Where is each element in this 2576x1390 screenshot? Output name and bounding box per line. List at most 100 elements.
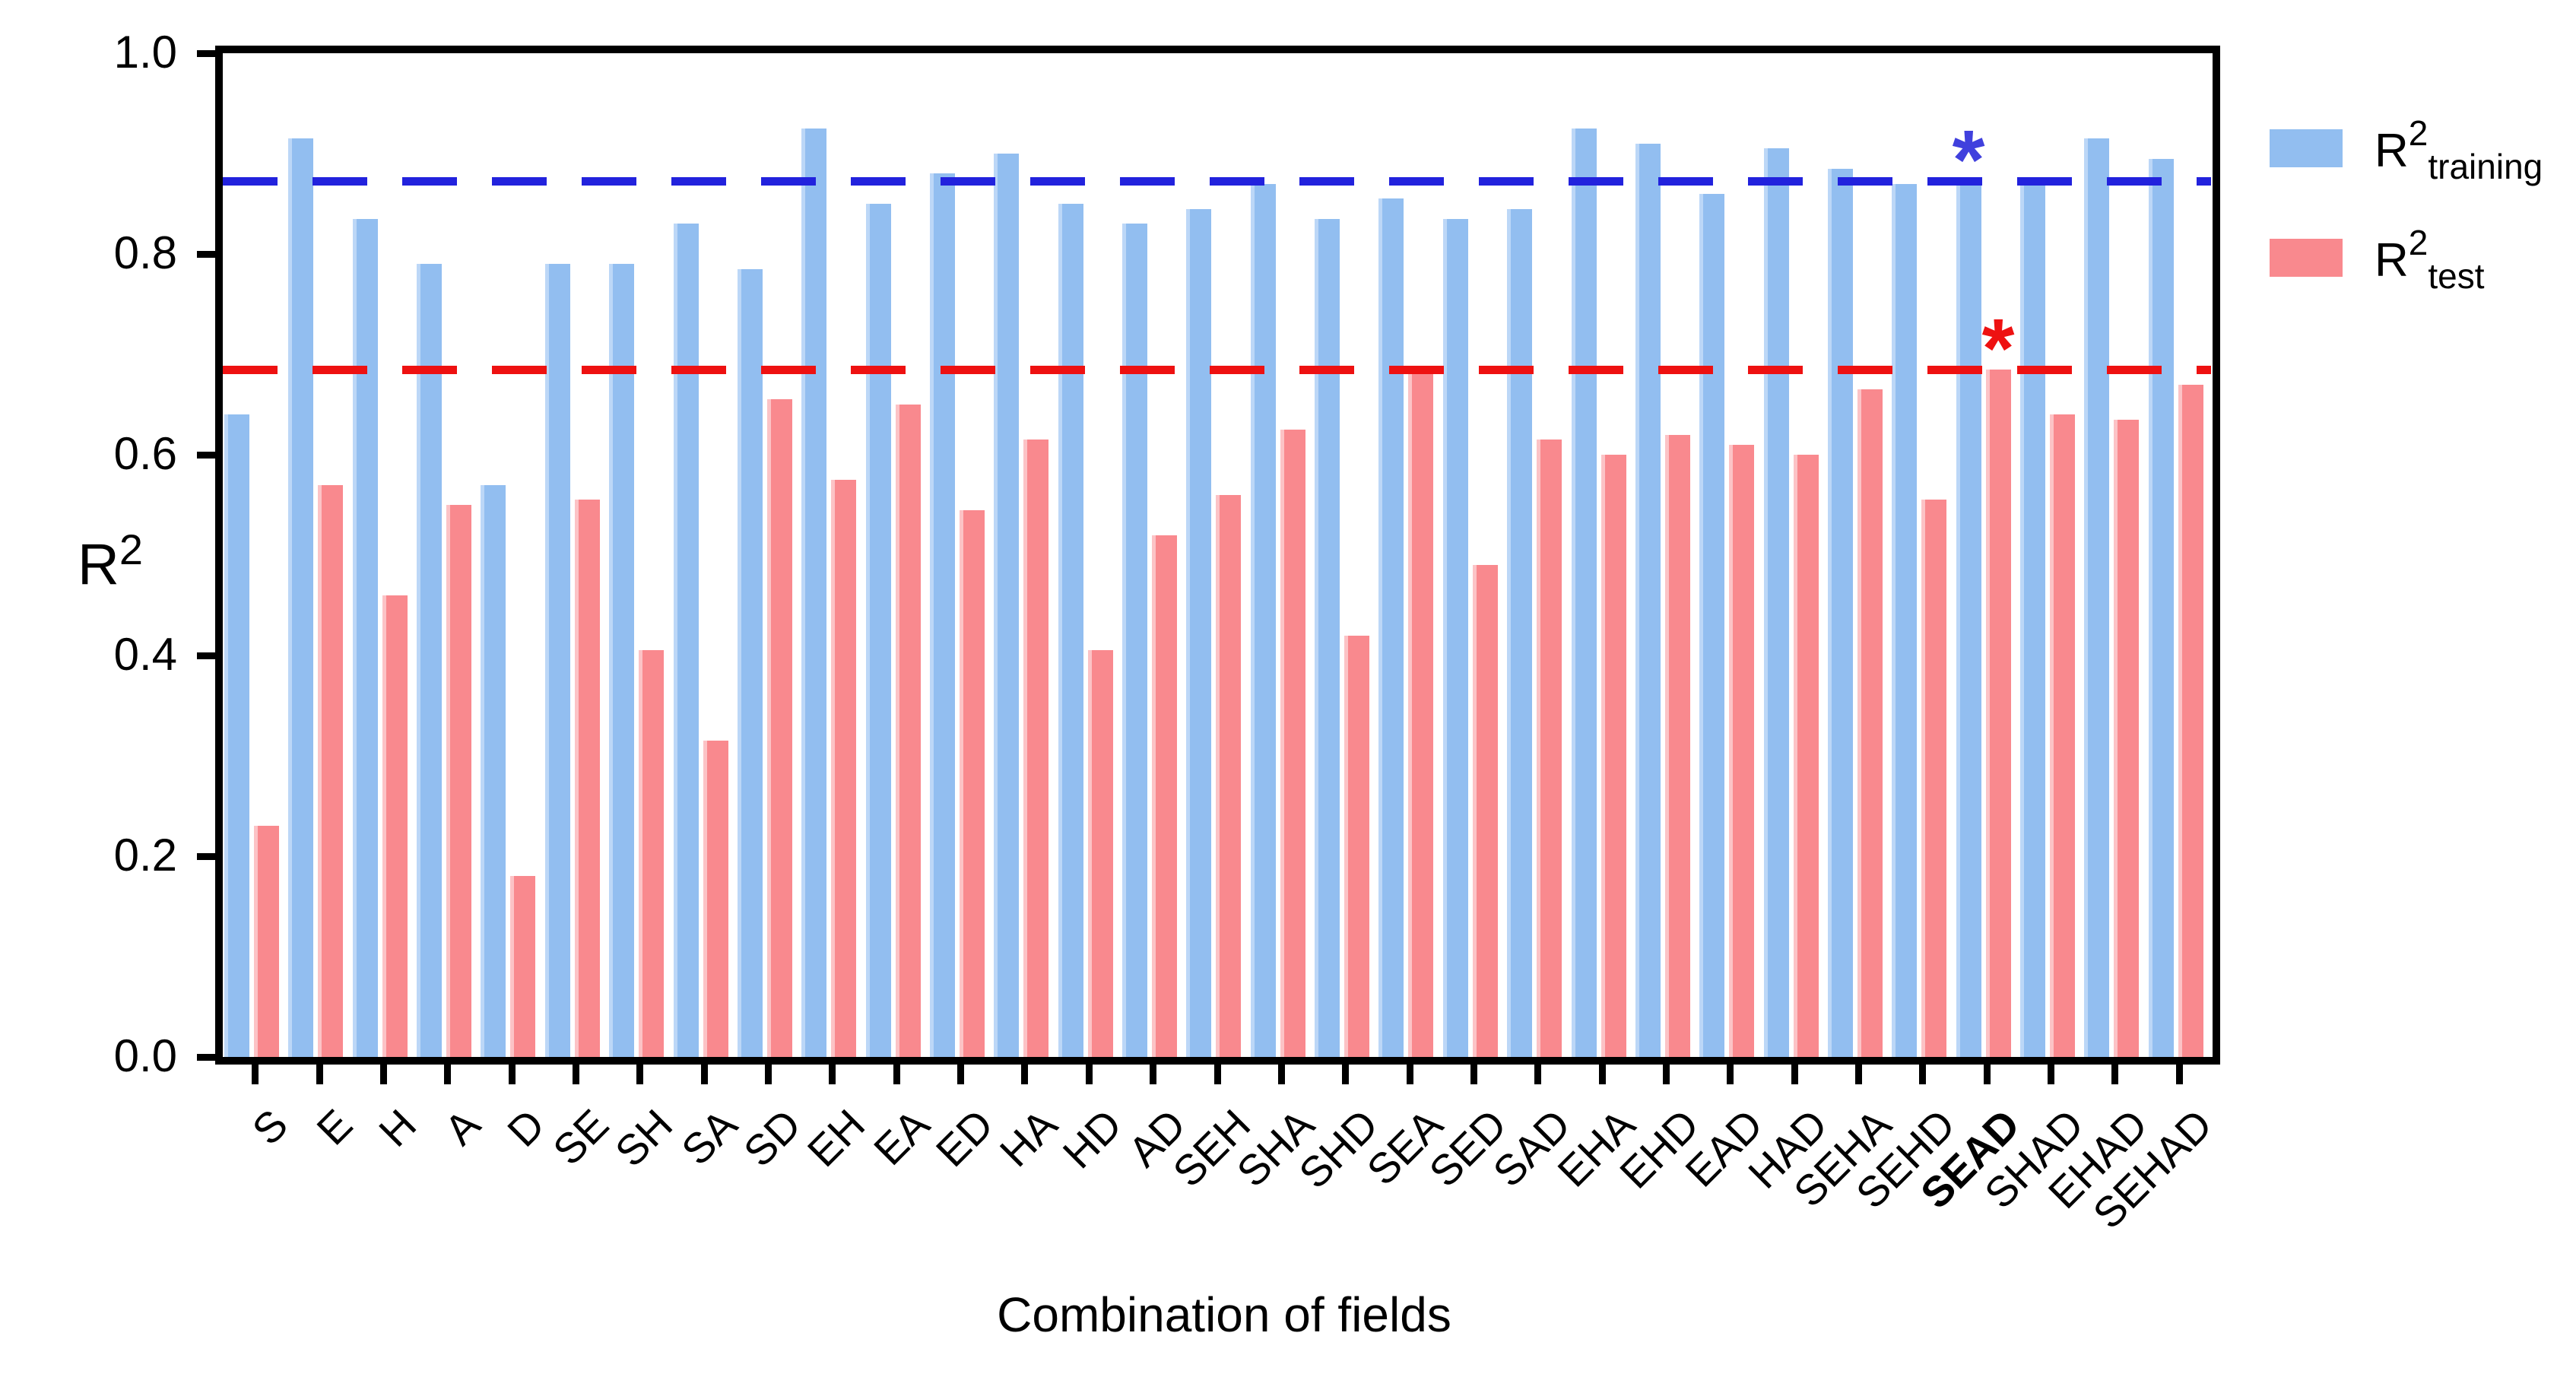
x-tick-HA — [1021, 1065, 1029, 1084]
bar-group-SHA — [1249, 53, 1313, 1057]
x-tick-SHD — [1342, 1065, 1350, 1084]
x-tick-SH — [636, 1065, 644, 1084]
legend-swatch-training — [2270, 129, 2343, 167]
y-tick-0.2 — [197, 853, 215, 860]
plot-frame — [215, 46, 2220, 1065]
legend-label-training: R2training — [2375, 113, 2543, 186]
bar-group-EHD — [1634, 53, 1698, 1057]
bar-training-A — [417, 264, 443, 1057]
bar-training-SEHD — [1892, 183, 1918, 1057]
legend-entry-test: R2test — [2270, 222, 2543, 297]
y-axis-title: R2 — [23, 525, 198, 598]
bar-group-HA — [992, 53, 1056, 1057]
bar-test-SEAD — [1985, 369, 2011, 1057]
bar-group-SE — [544, 53, 608, 1057]
bar-test-HA — [1023, 440, 1049, 1057]
bar-training-SH — [609, 264, 635, 1057]
x-tick-HD — [1085, 1065, 1093, 1084]
bar-training-HAD — [1763, 148, 1789, 1057]
bar-group-SEAD — [1955, 53, 2019, 1057]
bar-group-H — [351, 53, 415, 1057]
x-tick-EAD — [1727, 1065, 1734, 1084]
x-tick-EA — [893, 1065, 900, 1084]
x-tick-EHD — [1662, 1065, 1670, 1084]
bar-training-ED — [929, 173, 955, 1057]
bar-test-SHD — [1344, 635, 1370, 1057]
y-axis-title-sup: 2 — [119, 525, 144, 573]
bar-training-SEH — [1186, 208, 1212, 1057]
bar-test-H — [382, 595, 408, 1057]
x-tick-SA — [700, 1065, 708, 1084]
bar-test-E — [318, 484, 344, 1057]
x-tick-SHA — [1277, 1065, 1285, 1084]
significance-star-training: * — [1952, 113, 1985, 207]
bar-training-EHAD — [2084, 138, 2110, 1057]
bar-test-EHAD — [2114, 419, 2140, 1057]
y-tick-0.6 — [197, 452, 215, 459]
bar-test-A — [446, 505, 472, 1057]
bar-test-SHA — [1280, 430, 1305, 1057]
bar-test-HAD — [1793, 455, 1819, 1057]
bar-training-SEHAD — [2148, 158, 2174, 1057]
bar-training-AD — [1122, 224, 1148, 1057]
x-tick-A — [444, 1065, 452, 1084]
bar-training-S — [224, 414, 249, 1057]
bar-group-SED — [1442, 53, 1505, 1057]
bar-test-SH — [639, 650, 665, 1057]
plot-area: 1.0 0.8 0.6 0.4 0.2 0.0 S E H A D SE SH SA SD EH EA ED HA H… — [114, 27, 2221, 1238]
bar-group-SD — [736, 53, 800, 1057]
bar-training-EAD — [1699, 193, 1725, 1057]
x-tick-EHA — [1598, 1065, 1606, 1084]
legend-label-test: R2test — [2375, 223, 2485, 296]
y-tick-1.0 — [197, 50, 215, 57]
bar-test-SEA — [1408, 374, 1434, 1057]
bar-group-HD — [1057, 53, 1121, 1057]
bar-test-ED — [959, 509, 985, 1057]
significance-star-test: * — [1981, 301, 2015, 395]
bar-group-A — [415, 53, 479, 1057]
bar-training-HA — [994, 154, 1020, 1057]
bar-group-SH — [608, 53, 671, 1057]
bar-group-EAD — [1698, 53, 1762, 1057]
y-tick-label-0.8: 0.8 — [113, 227, 177, 278]
bar-training-SHAD — [2020, 179, 2046, 1057]
bar-training-SA — [673, 224, 699, 1057]
x-tick-EHAD — [2111, 1065, 2119, 1084]
x-axis-title: Combination of fields — [997, 1287, 1451, 1342]
bar-training-SAD — [1507, 208, 1533, 1057]
x-tick-SEHAD — [2175, 1065, 2183, 1084]
bar-group-SAD — [1505, 53, 1569, 1057]
bar-test-SA — [703, 741, 728, 1057]
bar-training-D — [481, 484, 506, 1057]
bar-training-SEHA — [1827, 168, 1853, 1057]
bar-test-SEH — [1216, 494, 1242, 1057]
bar-test-EH — [831, 480, 857, 1057]
bar-test-EAD — [1729, 444, 1755, 1057]
bar-group-HAD — [1762, 53, 1826, 1057]
bar-group-SEHD — [1890, 53, 1954, 1057]
refline-test-reference — [223, 365, 2211, 374]
bar-group-S — [223, 53, 287, 1057]
bar-test-S — [254, 826, 279, 1057]
x-tick-SD — [765, 1065, 772, 1084]
bar-test-HD — [1087, 650, 1113, 1057]
bar-test-SD — [766, 399, 792, 1057]
bar-test-D — [510, 876, 536, 1057]
x-tick-SEAD — [1983, 1065, 1991, 1084]
x-tick-ED — [957, 1065, 965, 1084]
bar-training-EHD — [1635, 143, 1661, 1057]
bar-group-D — [479, 53, 543, 1057]
bar-test-SAD — [1537, 440, 1562, 1057]
bar-group-SHD — [1313, 53, 1377, 1057]
x-tick-EH — [829, 1065, 836, 1084]
x-tick-SE — [572, 1065, 579, 1084]
bar-training-SHA — [1250, 183, 1276, 1057]
y-tick-label-0.0: 0.0 — [113, 1030, 177, 1081]
bar-group-SA — [672, 53, 736, 1057]
bar-training-EA — [865, 204, 891, 1057]
bar-test-SEHD — [1921, 500, 1947, 1057]
legend: R2training R2test — [2270, 113, 2543, 332]
bar-group-EA — [864, 53, 928, 1057]
bar-group-SEHA — [1826, 53, 1890, 1057]
